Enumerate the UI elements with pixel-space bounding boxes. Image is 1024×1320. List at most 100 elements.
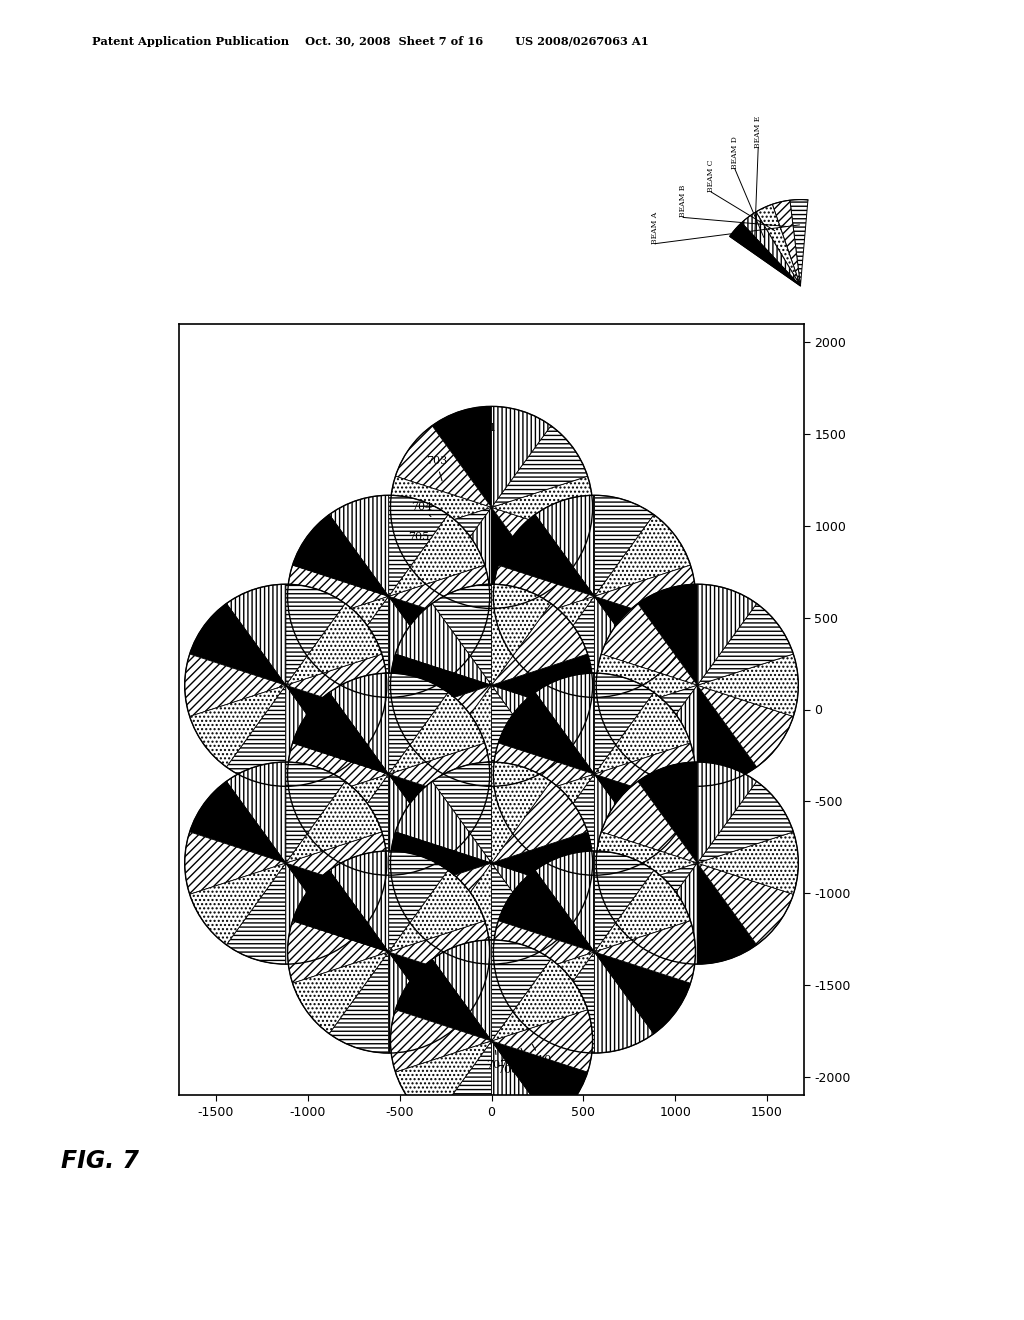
Wedge shape <box>184 653 286 717</box>
Wedge shape <box>499 952 594 1034</box>
Wedge shape <box>594 743 695 805</box>
Wedge shape <box>389 921 489 983</box>
Wedge shape <box>395 960 492 1041</box>
Wedge shape <box>697 863 794 945</box>
Wedge shape <box>594 495 653 597</box>
Wedge shape <box>492 762 551 863</box>
Wedge shape <box>596 653 697 717</box>
Wedge shape <box>390 832 492 895</box>
Text: FIG. 7: FIG. 7 <box>61 1150 139 1173</box>
Wedge shape <box>492 425 588 507</box>
Wedge shape <box>594 851 653 952</box>
Wedge shape <box>432 585 492 685</box>
Wedge shape <box>594 870 690 952</box>
Wedge shape <box>389 743 489 805</box>
Wedge shape <box>499 774 594 855</box>
Text: Patent Application Publication    Oct. 30, 2008  Sheet 7 of 16        US 2008/02: Patent Application Publication Oct. 30, … <box>92 36 649 48</box>
Wedge shape <box>492 832 593 895</box>
Wedge shape <box>189 781 286 863</box>
Wedge shape <box>594 673 653 774</box>
Wedge shape <box>330 495 389 597</box>
Wedge shape <box>286 685 345 787</box>
Wedge shape <box>293 952 389 1034</box>
Wedge shape <box>492 653 593 717</box>
Wedge shape <box>389 495 449 597</box>
Wedge shape <box>499 515 594 597</box>
Wedge shape <box>432 1041 492 1142</box>
Wedge shape <box>286 653 387 717</box>
Wedge shape <box>389 952 449 1053</box>
Wedge shape <box>389 952 484 1034</box>
Wedge shape <box>499 693 594 774</box>
Wedge shape <box>499 597 594 678</box>
Wedge shape <box>594 774 690 855</box>
Wedge shape <box>226 585 286 685</box>
Wedge shape <box>697 653 799 717</box>
Wedge shape <box>697 832 799 895</box>
Wedge shape <box>395 603 492 685</box>
Wedge shape <box>492 1010 593 1072</box>
Wedge shape <box>390 1010 492 1072</box>
Wedge shape <box>594 774 653 875</box>
Wedge shape <box>601 781 697 863</box>
Wedge shape <box>432 507 492 609</box>
Wedge shape <box>286 863 382 945</box>
Wedge shape <box>330 597 389 697</box>
Wedge shape <box>330 774 389 875</box>
Wedge shape <box>697 685 757 787</box>
Wedge shape <box>594 952 690 1034</box>
Wedge shape <box>330 952 389 1053</box>
Wedge shape <box>535 952 594 1053</box>
Wedge shape <box>494 921 594 983</box>
Wedge shape <box>389 515 484 597</box>
Wedge shape <box>389 774 449 875</box>
Wedge shape <box>492 585 551 685</box>
Wedge shape <box>286 585 345 685</box>
Text: 710: 710 <box>530 1044 552 1065</box>
Wedge shape <box>535 774 594 875</box>
Wedge shape <box>330 851 389 952</box>
Wedge shape <box>390 477 492 539</box>
Text: 706: 706 <box>500 1047 520 1061</box>
Wedge shape <box>293 774 389 855</box>
Wedge shape <box>594 597 690 678</box>
Wedge shape <box>286 863 345 964</box>
Wedge shape <box>432 762 492 863</box>
Wedge shape <box>288 743 389 805</box>
Wedge shape <box>756 205 801 286</box>
Wedge shape <box>389 693 484 774</box>
Text: BEAM C: BEAM C <box>708 160 715 193</box>
Wedge shape <box>330 673 389 774</box>
Wedge shape <box>601 685 697 767</box>
Text: BEAM A: BEAM A <box>651 211 658 244</box>
Wedge shape <box>492 960 588 1041</box>
Wedge shape <box>492 1041 551 1142</box>
Wedge shape <box>293 870 389 952</box>
Wedge shape <box>697 781 794 863</box>
Text: 705: 705 <box>409 532 430 548</box>
Wedge shape <box>288 565 389 627</box>
Wedge shape <box>492 685 588 767</box>
Wedge shape <box>492 863 588 945</box>
Text: BEAM D: BEAM D <box>731 136 738 169</box>
Wedge shape <box>492 407 551 507</box>
Wedge shape <box>492 603 588 685</box>
Wedge shape <box>730 223 801 286</box>
Wedge shape <box>492 940 551 1041</box>
Text: 707: 707 <box>486 1051 508 1071</box>
Wedge shape <box>697 863 757 964</box>
Wedge shape <box>293 515 389 597</box>
Wedge shape <box>741 213 801 286</box>
Wedge shape <box>389 597 484 678</box>
Wedge shape <box>226 762 286 863</box>
Wedge shape <box>286 832 387 895</box>
Wedge shape <box>226 863 286 964</box>
Wedge shape <box>389 774 484 855</box>
Wedge shape <box>395 781 492 863</box>
Text: 702: 702 <box>451 417 472 451</box>
Wedge shape <box>638 685 697 787</box>
Wedge shape <box>492 507 551 609</box>
Text: 701: 701 <box>475 424 497 451</box>
Text: 703: 703 <box>426 457 447 480</box>
Wedge shape <box>494 565 594 627</box>
